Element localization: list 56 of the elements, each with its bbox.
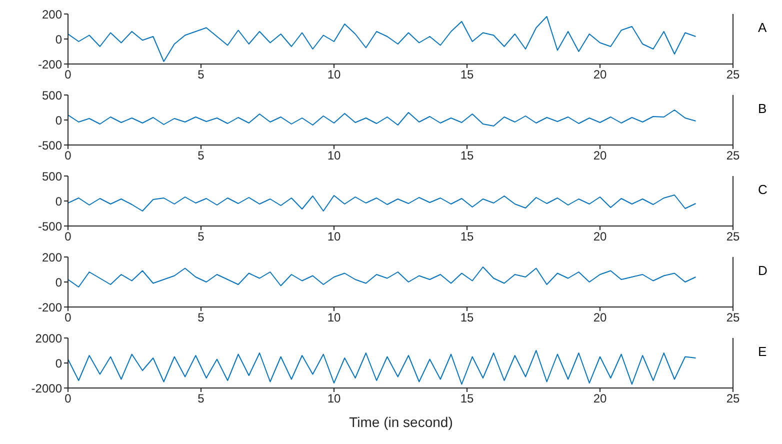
line-series — [68, 194, 696, 212]
x-tick-label: 15 — [460, 392, 474, 406]
line-series — [68, 16, 696, 62]
x-tick-label: 5 — [198, 310, 205, 325]
x-tick-label: 10 — [327, 68, 341, 82]
x-tick-label: 20 — [593, 310, 607, 325]
y-tick-label: 0 — [55, 113, 62, 128]
x-tick-label: 20 — [593, 392, 607, 406]
x-tick-label: 0 — [64, 310, 72, 325]
x-tick-label: 25 — [726, 230, 740, 244]
text: A — [758, 20, 767, 35]
y-tick-label: -500 — [38, 138, 62, 152]
text: E — [758, 344, 767, 359]
x-tick-label: 5 — [198, 148, 205, 163]
y-tick-label: 2000 — [35, 331, 62, 346]
x-tick-label: 20 — [593, 148, 607, 163]
y-tick-label: 500 — [42, 88, 62, 102]
y-tick-label: 0 — [55, 275, 62, 290]
x-tick-label: 10 — [327, 230, 341, 244]
x-tick-label: 15 — [460, 148, 474, 163]
x-axis-title: Time (in second) — [348, 413, 454, 431]
x-tick-label: 25 — [726, 148, 740, 163]
line-series — [68, 350, 696, 385]
x-tick-label: 15 — [460, 68, 474, 82]
x-tick-label: 0 — [64, 392, 72, 406]
text: B — [758, 101, 767, 116]
x-tick-label: 25 — [726, 392, 740, 406]
x-tick-label: 20 — [593, 230, 607, 244]
y-tick-label: -200 — [38, 57, 62, 72]
y-tick-label: -500 — [38, 219, 62, 234]
x-tick-label: 15 — [460, 310, 474, 325]
x-tick-label: 0 — [64, 68, 72, 82]
x-tick-label: 10 — [327, 392, 341, 406]
x-tick-label: 10 — [327, 148, 341, 163]
y-tick-label: 0 — [55, 32, 62, 46]
y-tick-label: -200 — [38, 300, 62, 314]
x-tick-label: 25 — [726, 68, 740, 82]
text: C — [758, 182, 768, 197]
x-tick-label: 10 — [327, 310, 341, 325]
y-tick-label: 200 — [42, 7, 62, 22]
y-tick-label: -2000 — [31, 381, 62, 396]
text: D — [758, 263, 768, 278]
y-tick-label: 500 — [42, 169, 62, 184]
x-tick-label: 20 — [593, 68, 607, 82]
y-tick-label: 0 — [55, 194, 62, 208]
x-tick-label: 25 — [726, 310, 740, 325]
x-tick-label: 0 — [64, 148, 72, 163]
line-series — [68, 110, 696, 126]
y-tick-label: 0 — [55, 356, 62, 370]
x-tick-label: 5 — [198, 68, 205, 82]
x-tick-label: 0 — [64, 230, 72, 244]
x-tick-label: 5 — [198, 230, 205, 244]
x-tick-label: 15 — [460, 230, 474, 244]
x-tick-label: 5 — [198, 392, 205, 406]
y-tick-label: 200 — [42, 250, 62, 264]
line-series — [68, 266, 696, 288]
